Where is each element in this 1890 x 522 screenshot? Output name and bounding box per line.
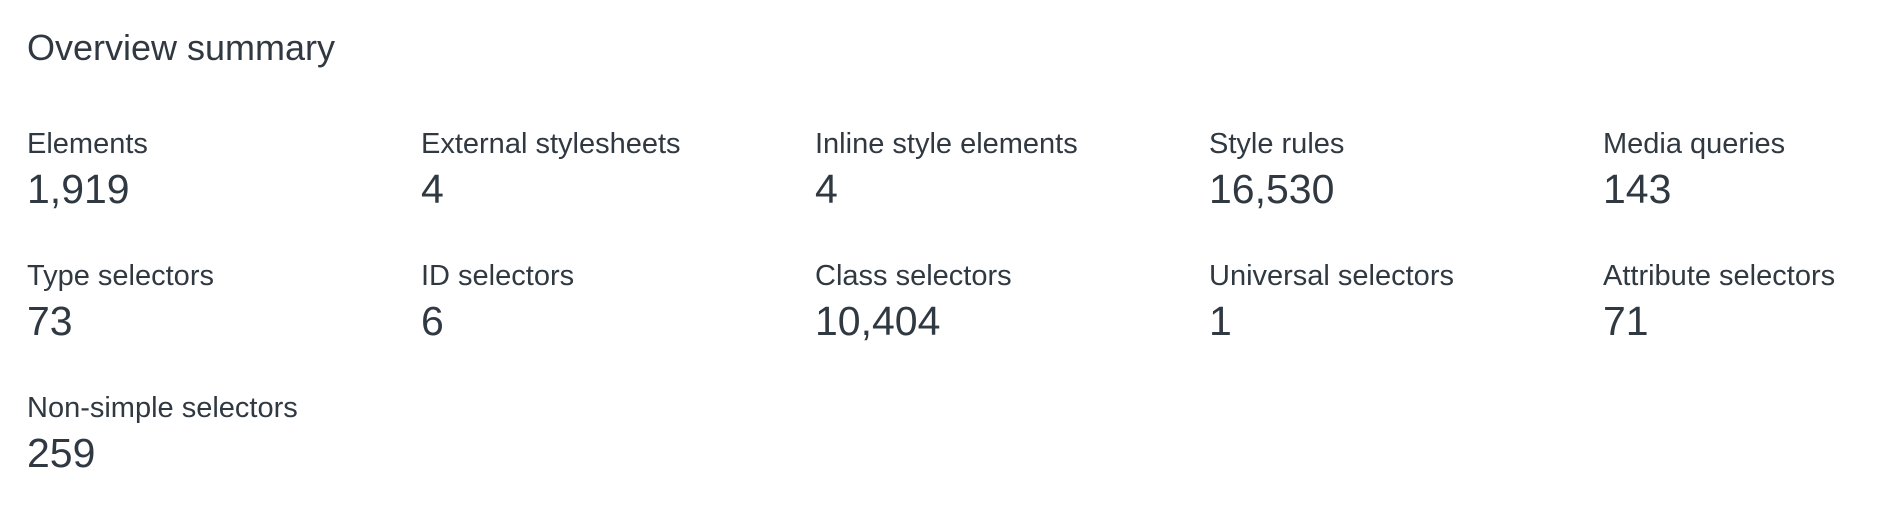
stat-value: 16,530 xyxy=(1209,166,1335,212)
stat-value: 10,404 xyxy=(815,298,941,344)
stat-attribute-selectors: Attribute selectors 71 xyxy=(1603,258,1890,390)
stat-type-selectors: Type selectors 73 xyxy=(27,258,421,390)
stat-label: External stylesheets xyxy=(421,128,681,160)
stat-universal-selectors: Universal selectors 1 xyxy=(1209,258,1603,390)
stat-label: Elements xyxy=(27,128,148,160)
stat-value: 6 xyxy=(421,298,444,344)
stats-grid: Elements 1,919 External stylesheets 4 In… xyxy=(27,126,1890,522)
stat-value: 143 xyxy=(1603,166,1672,212)
stat-style-rules: Style rules 16,530 xyxy=(1209,126,1603,258)
stat-value: 4 xyxy=(421,166,444,212)
overview-summary-panel: Overview summary Elements 1,919 External… xyxy=(27,27,1835,476)
stat-label: Type selectors xyxy=(27,260,214,292)
stat-elements: Elements 1,919 xyxy=(27,126,421,258)
section-title: Overview summary xyxy=(27,27,336,68)
stat-value: 71 xyxy=(1603,298,1649,344)
stat-label: Class selectors xyxy=(815,260,1012,292)
stat-class-selectors: Class selectors 10,404 xyxy=(815,258,1209,390)
stat-id-selectors: ID selectors 6 xyxy=(421,258,815,390)
stat-value: 1,919 xyxy=(27,166,130,212)
stat-inline-style-elements: Inline style elements 4 xyxy=(815,126,1209,258)
stat-value: 1 xyxy=(1209,298,1232,344)
stat-label: Inline style elements xyxy=(815,128,1078,160)
stat-label: Style rules xyxy=(1209,128,1345,160)
stat-non-simple-selectors: Non-simple selectors 259 xyxy=(27,390,421,522)
stat-media-queries: Media queries 143 xyxy=(1603,126,1890,258)
stat-label: Media queries xyxy=(1603,128,1786,160)
stat-external-stylesheets: External stylesheets 4 xyxy=(421,126,815,258)
stat-label: Non-simple selectors xyxy=(27,392,298,424)
stat-value: 259 xyxy=(27,430,96,476)
stat-value: 4 xyxy=(815,166,838,212)
stat-label: Universal selectors xyxy=(1209,260,1454,292)
stat-value: 73 xyxy=(27,298,73,344)
stat-label: ID selectors xyxy=(421,260,575,292)
stat-label: Attribute selectors xyxy=(1603,260,1836,292)
